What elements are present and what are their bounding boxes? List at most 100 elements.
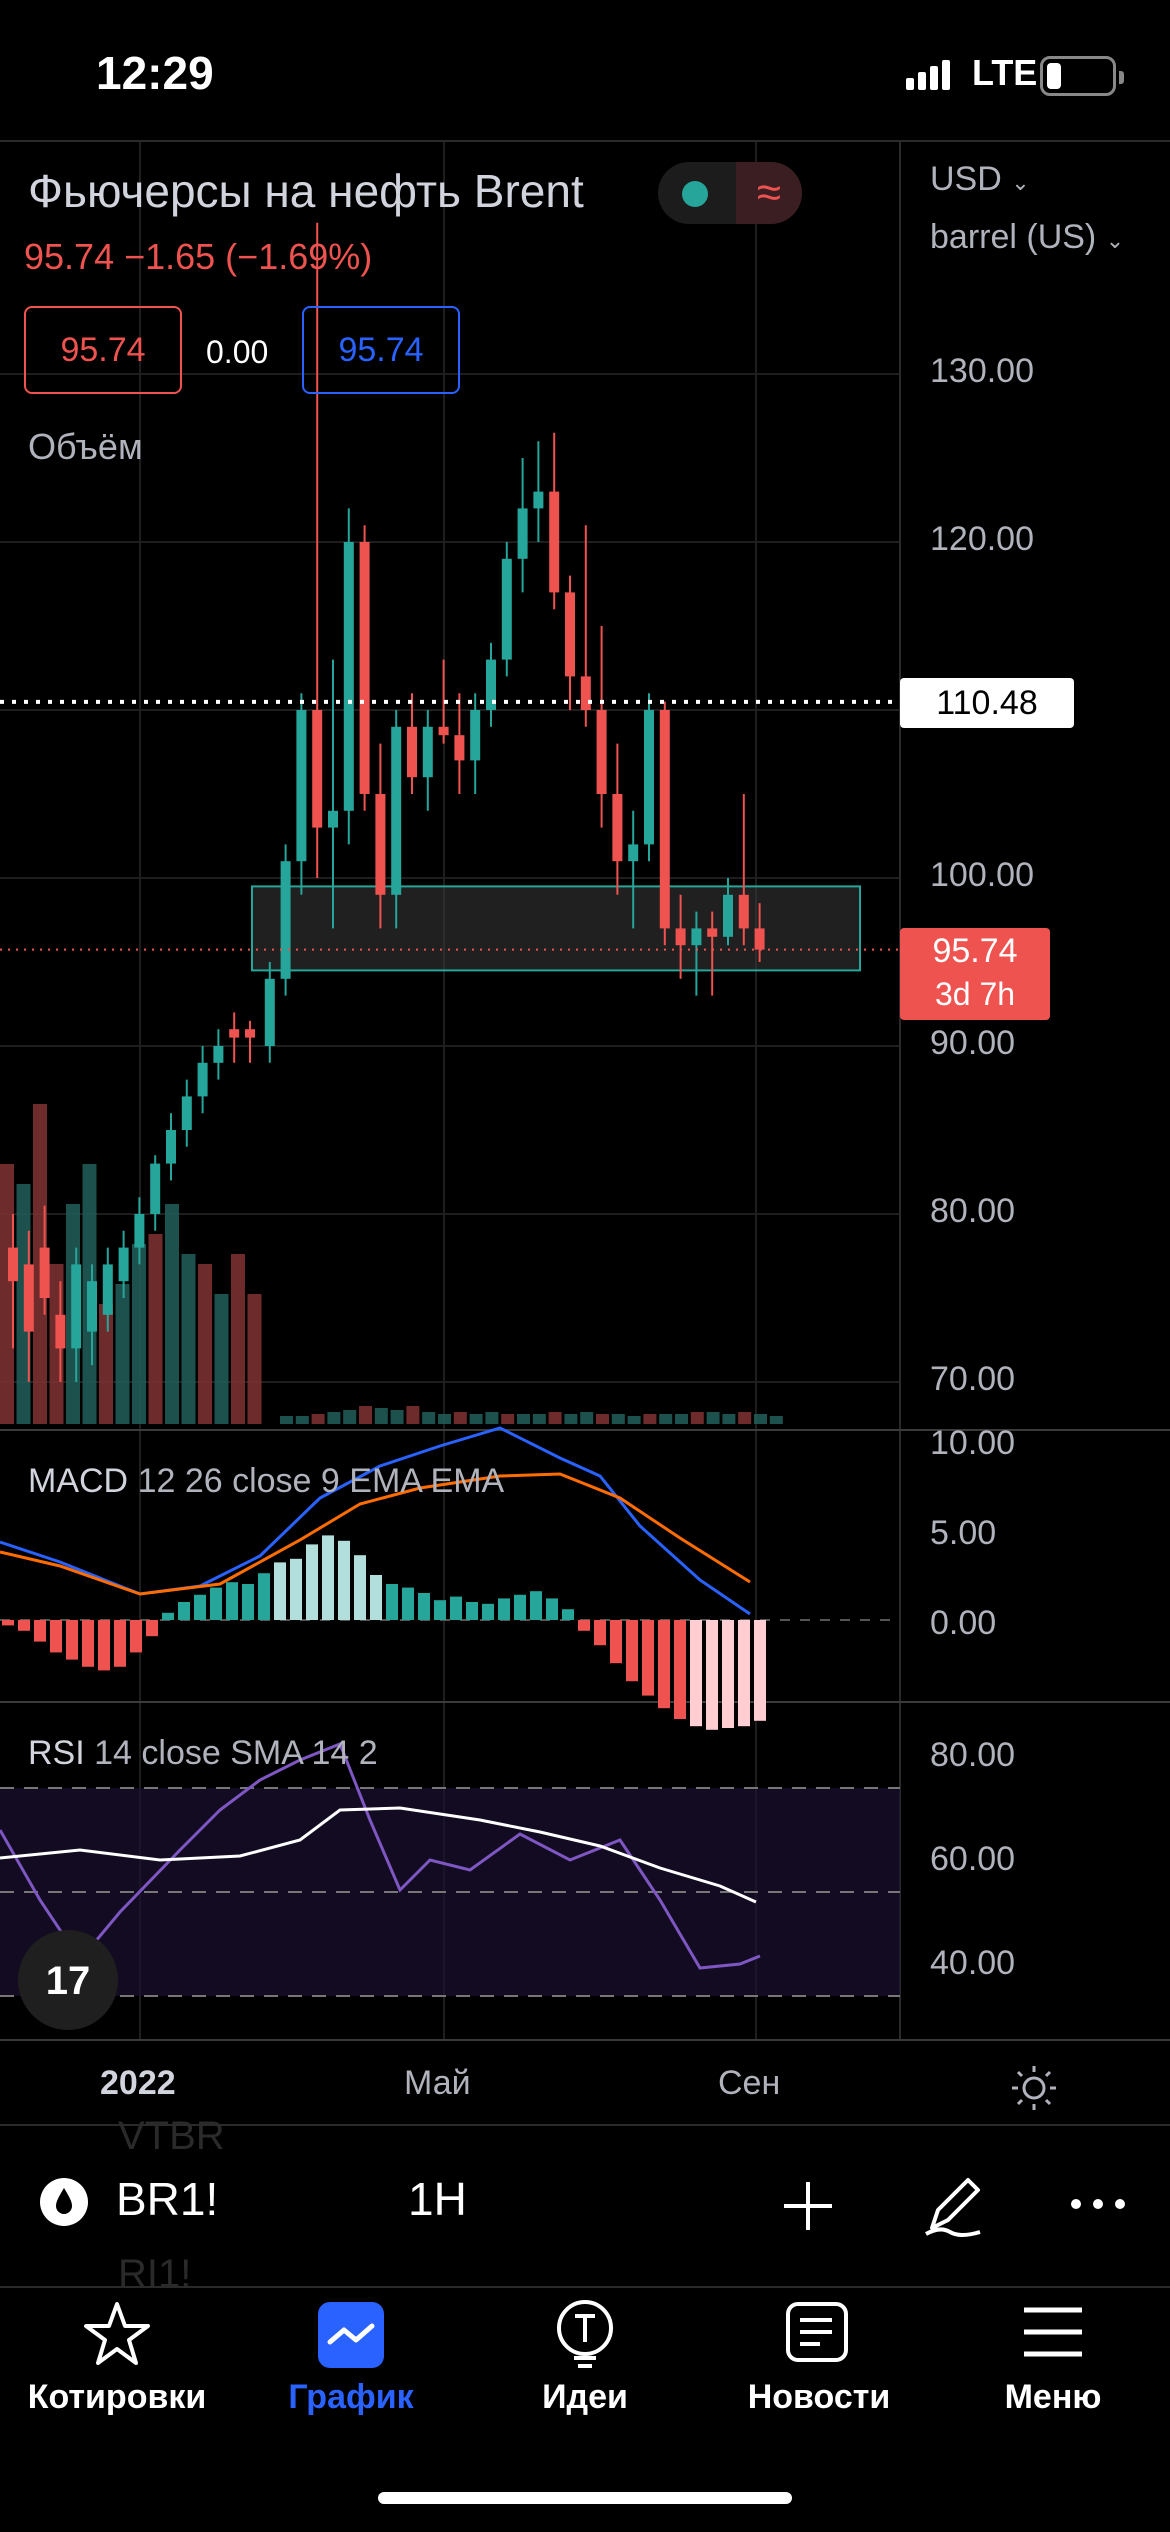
candle-body xyxy=(675,928,686,946)
macd-histogram-bar xyxy=(274,1562,286,1620)
currency-value: USD xyxy=(930,160,1002,198)
macd-legend[interactable]: MACD 12 26 close 9 EMA EMA xyxy=(28,1462,504,1501)
market-status-toggle[interactable]: ≈ xyxy=(658,162,802,224)
macd-histogram-bar xyxy=(226,1582,238,1620)
svg-text:17: 17 xyxy=(46,1959,91,2003)
volume-bar xyxy=(406,1406,420,1424)
interval-button[interactable]: 1H xyxy=(408,2173,467,2225)
macd-histogram-bar xyxy=(738,1620,750,1727)
candle-body xyxy=(181,1096,192,1130)
support-zone xyxy=(251,885,861,972)
candles xyxy=(8,222,765,1382)
price-tick: 130.00 xyxy=(930,352,1034,390)
status-bar: 12:29 LTE xyxy=(0,0,1170,142)
volume-bar xyxy=(231,1254,245,1424)
volume-bar xyxy=(769,1416,783,1424)
macd-histogram-bar xyxy=(50,1620,62,1653)
price-tick: 120.00 xyxy=(930,520,1034,558)
rsi-params: 14 close SMA 14 2 xyxy=(94,1734,378,1772)
macd-params: 12 26 close 9 EMA EMA xyxy=(137,1462,505,1500)
macd-histogram-bar xyxy=(386,1584,398,1620)
macd-histogram-bar xyxy=(242,1584,254,1620)
volume-bar xyxy=(738,1412,752,1424)
volume-bar xyxy=(501,1414,515,1424)
buy-button[interactable]: 95.74 xyxy=(302,306,460,394)
currency-select[interactable]: USD ⌄ xyxy=(930,160,1030,199)
volume-bar xyxy=(453,1412,467,1424)
candle-body xyxy=(213,1046,224,1063)
battery-icon xyxy=(1040,56,1124,96)
price-change: 95.74 −1.65 (−1.69%) xyxy=(24,236,373,277)
sell-button[interactable]: 95.74 xyxy=(24,306,182,394)
macd-histogram-bar xyxy=(34,1620,46,1642)
macd-axis-5: 5.00 xyxy=(930,1514,997,1552)
nav-label: Новости xyxy=(747,2378,891,2416)
status-time: 12:29 xyxy=(96,47,214,99)
tradingview-logo[interactable]: 17 xyxy=(18,1930,118,2030)
candle-body xyxy=(343,542,354,811)
candle-body xyxy=(8,1247,18,1282)
macd-axis-10: 10.00 xyxy=(930,1424,1016,1462)
macd-histogram-bar xyxy=(626,1620,638,1682)
rsi-band xyxy=(0,1788,900,1996)
volume-bar xyxy=(327,1412,341,1424)
candle-body xyxy=(628,844,639,862)
nav-label: Меню xyxy=(1004,2378,1102,2416)
volume-bar xyxy=(16,1184,31,1424)
volume-bar xyxy=(214,1294,229,1424)
rsi-legend[interactable]: RSI 14 close SMA 14 2 xyxy=(28,1734,378,1773)
candle-body xyxy=(707,928,718,937)
macd-histogram-bar xyxy=(338,1540,350,1620)
macd-histogram-bar xyxy=(18,1620,30,1631)
star-icon xyxy=(84,2302,150,2365)
drop-icon[interactable] xyxy=(40,2178,88,2231)
symbol-title[interactable]: Фьючерсы на нефть Brent xyxy=(28,165,584,217)
volume-bars xyxy=(0,1104,783,1424)
market-open-icon xyxy=(682,181,708,207)
candle-body xyxy=(150,1163,161,1214)
volume-bar xyxy=(0,1164,14,1424)
macd-histogram-bar xyxy=(514,1594,526,1620)
price-tick: 70.00 xyxy=(930,1360,1016,1398)
candle-body xyxy=(580,676,591,710)
volume-bar xyxy=(422,1412,436,1424)
candle-body xyxy=(517,508,528,559)
volume-bar xyxy=(548,1412,562,1424)
add-icon[interactable] xyxy=(780,2178,836,2239)
volume-label[interactable]: Объём xyxy=(28,426,143,467)
draw-pen-icon[interactable] xyxy=(920,2170,986,2245)
candle-body xyxy=(470,710,481,761)
time-label-sep: Сен xyxy=(718,2064,781,2102)
macd-histogram-bar xyxy=(130,1620,142,1653)
settings-sun-icon[interactable] xyxy=(1010,2064,1058,2117)
volume-bar xyxy=(596,1414,609,1424)
candle-body xyxy=(565,592,575,677)
more-icon[interactable] xyxy=(1068,2192,1128,2221)
unit-select[interactable]: barrel (US) ⌄ xyxy=(930,218,1124,257)
volume-bar xyxy=(247,1294,262,1424)
macd-histogram-bar xyxy=(2,1620,14,1626)
level-price-tag: 110.48 xyxy=(900,678,1074,728)
volume-bar xyxy=(148,1234,163,1424)
candle-body xyxy=(39,1247,50,1298)
macd-histogram-bar xyxy=(530,1591,542,1620)
macd-axis-0: 0.00 xyxy=(930,1604,997,1642)
candle-body xyxy=(328,810,338,828)
rsi-axis-40: 40.00 xyxy=(930,1944,1016,1982)
time-label-2022: 2022 xyxy=(100,2064,176,2102)
symbol-button[interactable]: BR1! xyxy=(116,2173,219,2225)
macd-histogram-bar xyxy=(482,1603,494,1620)
macd-histogram-bar xyxy=(466,1602,478,1620)
chart-canvas[interactable] xyxy=(0,142,1170,2110)
candle-body xyxy=(118,1247,129,1282)
candle-body xyxy=(312,710,323,828)
last-price-value: 95.74 xyxy=(932,932,1018,970)
volume-bar xyxy=(374,1408,388,1424)
candle-body xyxy=(23,1264,34,1332)
volume-bar xyxy=(469,1414,483,1424)
macd-histogram-bar xyxy=(722,1620,734,1728)
candle-body xyxy=(754,928,765,950)
macd-label: MACD xyxy=(28,1462,129,1500)
candle-body xyxy=(422,726,433,778)
macd-histogram-bar xyxy=(290,1558,302,1620)
